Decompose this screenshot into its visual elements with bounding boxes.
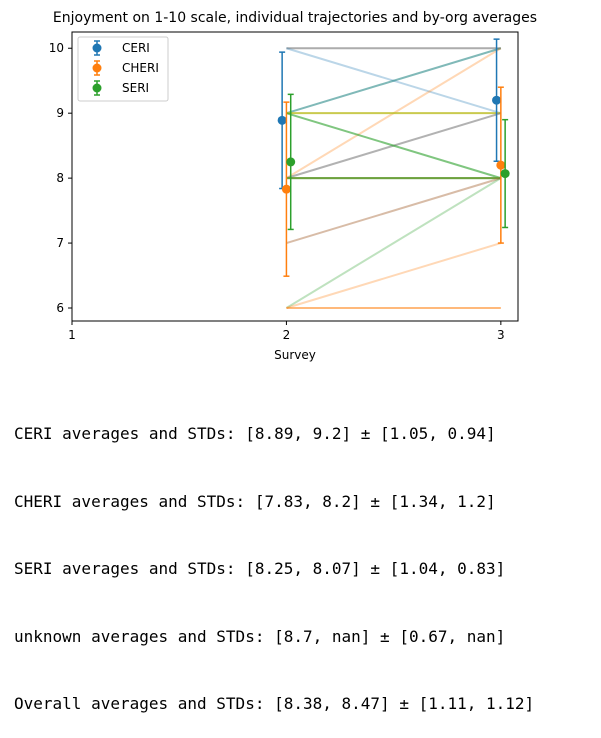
legend-ceri-marker: [92, 43, 102, 53]
y-tick-label-6: 6: [56, 301, 64, 315]
ceri-stats-line: CERI averages and STDs: [8.89, 9.2] ± [1…: [14, 424, 496, 443]
trajectory-line-9: [286, 177, 502, 245]
seri-stats-line: SERI averages and STDs: [8.25, 8.07] ± […: [14, 559, 506, 578]
cheri-average-point-0: [281, 184, 291, 194]
seri-average-point-0: [286, 157, 296, 167]
chart: Enjoyment on 1-10 scale, individual traj…: [49, 10, 537, 362]
cheri-stats-line: CHERI averages and STDs: [7.83, 8.2] ± […: [14, 491, 496, 511]
x-tick-label-1: 1: [68, 328, 76, 342]
cheri-average-point-1: [496, 160, 506, 170]
y-tick-label-9: 9: [56, 106, 64, 120]
plot-area-frame: [71, 31, 519, 322]
legend-cheri-label: CHERI: [122, 61, 159, 75]
trajectory-line-10: [285, 177, 502, 309]
y-tick-label-10: 10: [49, 41, 64, 55]
trajectory-line-6: [286, 112, 502, 180]
console-output: CERI averages and STDs: [8.89, 9.2] ± [1…: [14, 378, 534, 738]
x-tick-label-3: 3: [497, 328, 505, 342]
x-axis-label: Survey: [274, 348, 316, 362]
y-tick-label-8: 8: [56, 171, 64, 185]
legend: CERI CHERI SERI: [77, 36, 169, 102]
legend-cheri-marker: [92, 63, 102, 73]
trajectory-line-2: [286, 47, 502, 115]
ceri-average-point-1: [492, 95, 502, 105]
overall-stats-line: Overall averages and STDs: [8.38, 8.47] …: [14, 694, 535, 713]
seri-average-point-1: [500, 169, 510, 179]
ceri-average-point-0: [277, 115, 287, 125]
trajectory-lines: [285, 47, 502, 310]
legend-ceri-label: CERI: [122, 41, 150, 55]
average-errorbars: [277, 38, 510, 277]
legend-seri-label: SERI: [122, 81, 149, 95]
trajectory-line-11: [286, 242, 502, 309]
y-tick-label-7: 7: [56, 236, 64, 250]
unknown-stats-line: unknown averages and STDs: [8.7, nan] ± …: [14, 626, 506, 646]
x-tick-label-2: 2: [283, 328, 291, 342]
axis-ticks: 1 2 3 6 7 8 9 10: [49, 41, 505, 342]
legend-box: [77, 36, 169, 102]
chart-title: Enjoyment on 1-10 scale, individual traj…: [53, 10, 537, 26]
legend-seri-marker: [92, 83, 102, 93]
